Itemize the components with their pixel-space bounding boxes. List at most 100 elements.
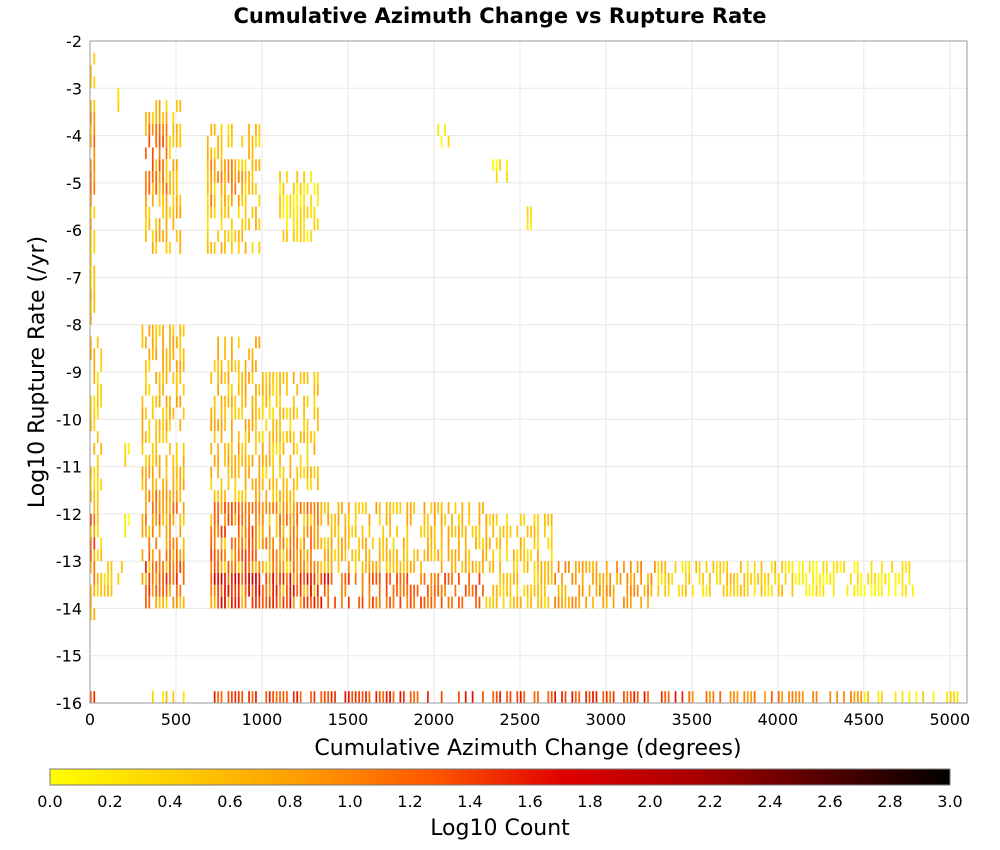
heatmap-cell (255, 561, 257, 573)
heatmap-cell (237, 584, 240, 597)
heatmap-cell (289, 490, 292, 503)
heatmap-cell (853, 561, 856, 573)
heatmap-cell (141, 513, 144, 526)
heatmap-cell (289, 572, 292, 585)
heatmap-cell (90, 596, 92, 609)
heatmap-cell (255, 502, 257, 514)
heatmap-cell (234, 584, 237, 597)
heatmap-cell (145, 147, 147, 160)
heatmap-cell (241, 407, 244, 420)
heatmap-cell (523, 561, 526, 573)
heatmap-cell (406, 502, 409, 514)
heatmap-cell (124, 513, 127, 526)
heatmap-cell (217, 171, 219, 183)
x-tick-label: 1500 (328, 710, 369, 729)
heatmap-cell (272, 454, 274, 467)
heatmap-cell (145, 171, 147, 183)
heatmap-cell (172, 348, 175, 361)
heatmap-cell (688, 561, 691, 573)
heatmap-cell (495, 596, 498, 609)
heatmap-cell (746, 691, 749, 703)
heatmap-cell (148, 431, 151, 443)
heatmap-cell (282, 549, 285, 562)
heatmap-cell (224, 549, 226, 562)
heatmap-cell (169, 241, 171, 254)
heatmap-cell (151, 407, 154, 420)
heatmap-cell (241, 561, 244, 573)
heatmap-cell (145, 454, 147, 467)
heatmap-cell (316, 383, 319, 396)
heatmap-cell (733, 691, 735, 703)
heatmap-cell (165, 135, 168, 148)
heatmap-cell (279, 182, 281, 195)
heatmap-cell (217, 454, 219, 467)
heatmap-cell (227, 466, 230, 479)
heatmap-cell (217, 561, 219, 573)
heatmap-cell (224, 241, 226, 254)
heatmap-cell (90, 537, 92, 550)
heatmap-cell (795, 572, 797, 585)
heatmap-cell (231, 182, 233, 195)
heatmap-cell (502, 572, 505, 585)
heatmap-cell (310, 230, 312, 242)
heatmap-cell (158, 490, 161, 503)
heatmap-cell (258, 123, 261, 136)
heatmap-cell (227, 442, 230, 455)
heatmap-cell (158, 230, 161, 242)
heatmap-cell (550, 691, 553, 703)
heatmap-cell (550, 513, 553, 526)
colorbar-tick-label: 1.6 (517, 792, 542, 811)
heatmap-cell (863, 691, 866, 703)
heatmap-cell (313, 206, 316, 219)
heatmap-cell (595, 572, 598, 585)
heatmap-cell (310, 549, 312, 562)
heatmap-cell (93, 360, 96, 372)
heatmap-cell (241, 442, 244, 455)
heatmap-cell (313, 691, 316, 703)
heatmap-cell (90, 608, 92, 621)
heatmap-cell (206, 159, 209, 172)
heatmap-cell (843, 691, 845, 703)
heatmap-cell (588, 691, 591, 703)
y-axis-ticks: -2-3-4-5-6-7-8-9-10-11-12-13-14-15-16 (56, 32, 82, 713)
heatmap-cell (255, 206, 257, 219)
heatmap-cell (231, 419, 233, 432)
heatmap-cell (344, 525, 347, 538)
heatmap-cell (279, 407, 281, 420)
heatmap-cell (96, 572, 99, 585)
heatmap-cell (165, 230, 168, 242)
heatmap-cell (427, 549, 429, 562)
y-tick-label: -5 (66, 174, 82, 193)
heatmap-cell (368, 513, 371, 526)
heatmap-cell (255, 537, 257, 550)
heatmap-cell (279, 454, 281, 467)
heatmap-cell (478, 596, 481, 609)
heatmap-cell (172, 596, 175, 609)
heatmap-cell (231, 561, 233, 573)
heatmap-cell (764, 691, 766, 703)
heatmap-cell (310, 525, 312, 538)
heatmap-cell (767, 584, 770, 597)
heatmap-cell (908, 561, 911, 573)
heatmap-cell (310, 691, 312, 703)
heatmap-cell (175, 100, 178, 112)
heatmap-cell (482, 561, 484, 573)
heatmap-cell (244, 537, 247, 550)
heatmap-cell (640, 596, 642, 609)
heatmap-cell (519, 513, 522, 526)
heatmap-cell (856, 572, 859, 585)
heatmap-cell (526, 206, 529, 219)
heatmap-cell (306, 206, 309, 219)
heatmap-cell (275, 691, 278, 703)
heatmap-cell (492, 561, 495, 573)
heatmap-cell (478, 502, 481, 514)
heatmap-cell (206, 147, 209, 160)
heatmap-cell (296, 549, 299, 562)
heatmap-cell (251, 572, 254, 585)
heatmap-cell (220, 561, 223, 573)
heatmap-cell (533, 561, 536, 573)
heatmap-cell (509, 596, 512, 609)
heatmap-cell (299, 584, 302, 597)
heatmap-cell (175, 383, 178, 396)
heatmap-cell (213, 360, 216, 372)
